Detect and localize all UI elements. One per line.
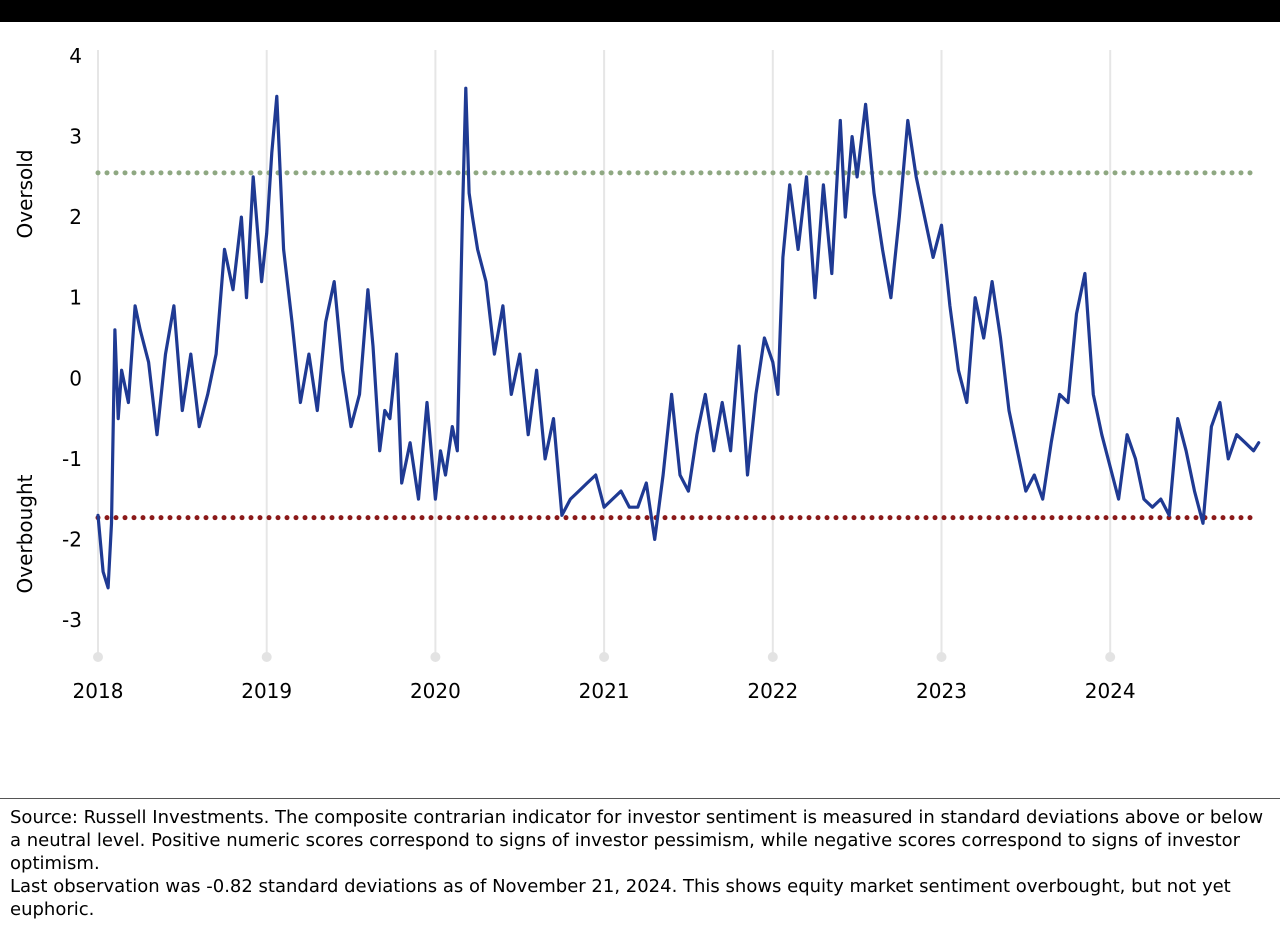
- y-tick-label: 4: [69, 44, 82, 68]
- x-tick-label: 2022: [747, 679, 798, 703]
- sentiment-chart: 4 3 2 1 0 -1 -2 -3 2018 2019 2020 2021 2022 2023 2024…: [13, 44, 1261, 703]
- footnote: Source: Russell Investments. The composi…: [10, 806, 1270, 921]
- x-tick-label: 2021: [579, 679, 630, 703]
- series-layer: [96, 86, 1261, 590]
- x-tick-dot: [1105, 652, 1116, 662]
- y-tick-label: -2: [62, 527, 82, 551]
- y-tick-label: -1: [62, 447, 82, 471]
- x-tick-label: 2019: [241, 679, 292, 703]
- x-axis-ticks: 2018 2019 2020 2021 2022 2023 2024: [73, 652, 1136, 703]
- x-tick-dot: [261, 652, 272, 662]
- x-tick-dot: [767, 652, 778, 662]
- y-label-overbought: Overbought: [13, 474, 37, 593]
- x-tick-dot: [430, 652, 441, 662]
- y-tick-label: 1: [69, 286, 82, 310]
- y-tick-label: 0: [69, 366, 82, 390]
- x-tick-label: 2023: [916, 679, 967, 703]
- top-bar: [0, 0, 1280, 22]
- y-tick-label: 3: [69, 125, 82, 149]
- x-tick-label: 2018: [73, 679, 124, 703]
- y-tick-label: 2: [69, 205, 82, 229]
- x-tick-dot: [936, 652, 947, 662]
- footer-divider: [0, 798, 1280, 799]
- y-label-oversold: Oversold: [13, 149, 37, 238]
- x-tick-label: 2024: [1085, 679, 1136, 703]
- threshold-layer: [95, 170, 1255, 521]
- y-axis-ticks: 4 3 2 1 0 -1 -2 -3: [62, 44, 82, 632]
- grid-layer: [97, 50, 1112, 656]
- sentiment-series-line: [96, 86, 1261, 590]
- x-tick-label: 2020: [410, 679, 461, 703]
- x-tick-dot: [93, 652, 103, 662]
- source-note: Source: Russell Investments. The composi…: [10, 807, 1264, 874]
- x-tick-dot: [599, 652, 610, 662]
- y-tick-label: -3: [62, 608, 82, 632]
- last-observation-note: Last observation was -0.82 standard devi…: [10, 876, 1231, 920]
